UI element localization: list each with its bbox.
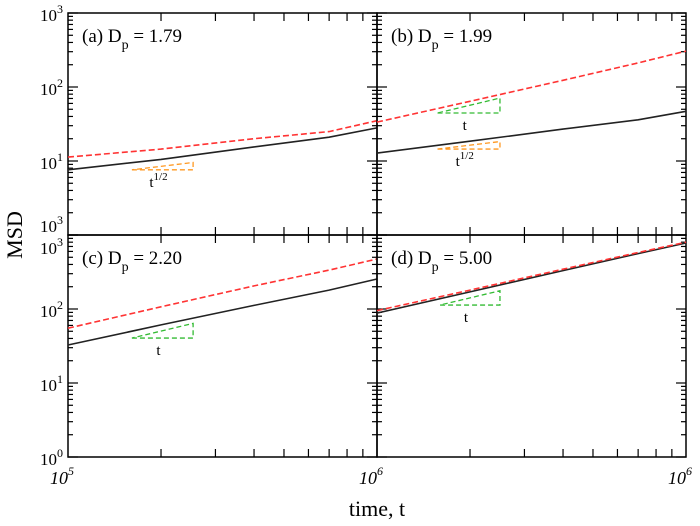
panel-label: (a) Dp = 1.79 [82, 26, 182, 53]
solid-series-line [376, 242, 687, 314]
y-axis-label: MSD [2, 211, 27, 259]
x-tick-label: 106 [359, 464, 383, 488]
panel-label: (c) Dp = 2.20 [82, 248, 182, 275]
y-tick-label: 102 [40, 298, 63, 321]
panel-label: (b) Dp = 1.99 [391, 26, 492, 53]
dashed-series-line [376, 241, 687, 312]
y-tick-label: 102 [40, 76, 63, 99]
y-tick-label: 101 [40, 372, 63, 395]
y-tick-label: 103 [40, 2, 63, 25]
panel-a: 103 102 101 103 t1/2 (a) Dp = 1.79 [40, 2, 378, 236]
y-tick-label: 101 [40, 150, 63, 173]
slope-label: t [463, 118, 468, 134]
slope-triangle [439, 289, 501, 306]
slope-label: t [156, 343, 161, 359]
panel-label: (d) Dp = 5.00 [391, 248, 492, 275]
x-tick-label: 105 [50, 464, 74, 488]
slope-triangle [131, 161, 194, 171]
solid-series-line [67, 127, 378, 171]
slope-triangle [131, 322, 194, 339]
x-axis-label: time, t [349, 496, 405, 521]
x-tick-label: 106 [668, 464, 692, 488]
slope-triangle [437, 97, 501, 114]
solid-series-line [67, 278, 378, 346]
dashed-series-line [376, 50, 687, 123]
panel-frame [376, 234, 687, 458]
y-tick-label: 100 [40, 446, 63, 469]
panel-b: t t1/2 (b) Dp = 1.99 [376, 12, 687, 236]
y-tick-label: 103 [40, 213, 63, 236]
solid-series-line [376, 110, 687, 154]
slope-label: t [464, 310, 469, 326]
dashed-series-line [67, 258, 378, 329]
slope-label: t1/2 [456, 150, 474, 170]
panel-d: 106 106 t (d) Dp = 5.00 [359, 234, 692, 488]
slope-triangle [437, 140, 501, 150]
y-tick-label: 103 [40, 235, 63, 258]
slope-label: t1/2 [149, 171, 167, 191]
